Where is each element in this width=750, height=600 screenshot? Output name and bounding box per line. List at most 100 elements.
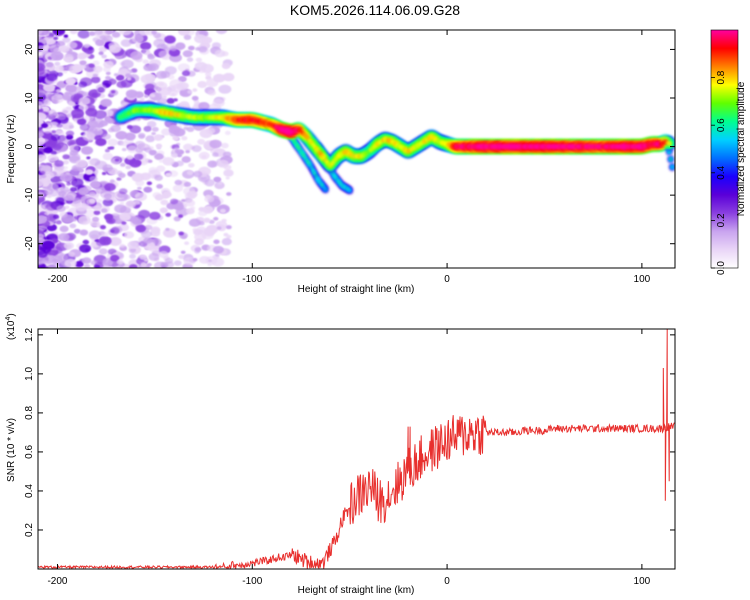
heatmap-noise-cell: [44, 188, 54, 195]
heatmap-noise-cell: [58, 253, 69, 261]
heatmap-noise-cell: [140, 172, 152, 181]
heatmap-noise-cell: [181, 156, 191, 163]
heatmap-noise-cell: [174, 179, 183, 186]
heatmap-noise-cell: [119, 206, 131, 215]
heatmap-noise-cell: [94, 160, 108, 170]
heatmap-noise-cell: [190, 206, 196, 210]
heatmap-ridge-cell: [305, 159, 308, 162]
heatmap-ridge-cell: [293, 140, 296, 143]
heatmap-noise-cell: [160, 44, 168, 49]
heatmap-noise-cell: [173, 202, 184, 211]
heatmap-noise-cell: [111, 90, 116, 94]
heatmap-noise-cell: [81, 257, 92, 264]
heatmap-noise-cell: [213, 176, 222, 183]
heatmap-ridge-cell: [322, 186, 326, 189]
heatmap-noise-cell: [150, 229, 161, 237]
heatmap-noise-cell: [65, 84, 77, 93]
heatmap-ridge-cell: [304, 156, 307, 159]
heatmap-noise-cell: [174, 149, 180, 154]
heatmap-noise-cell: [78, 104, 89, 112]
heatmap-noise-cell: [159, 82, 164, 86]
heatmap-noise-cell: [64, 258, 77, 268]
heatmap-noise-cell: [51, 130, 56, 134]
heatmap-noise-cell: [207, 263, 213, 267]
heatmap-noise-cell: [99, 35, 107, 40]
heatmap-noise-cell: [127, 241, 139, 249]
heatmap-noise-cell: [56, 72, 63, 77]
heatmap-noise-cell: [93, 205, 102, 212]
heatmap-noise-cell: [145, 135, 156, 143]
heatmap-noise-cell: [102, 258, 114, 266]
heatmap-noise-cell: [140, 42, 152, 50]
heatmap-noise-cell: [119, 212, 131, 221]
heatmap-noise-cell: [205, 75, 212, 80]
heatmap-noise-cell: [103, 30, 114, 35]
heatmap-noise-cell: [125, 73, 132, 78]
heatmap-noise-cell: [38, 106, 42, 110]
heatmap-noise-cell: [176, 103, 183, 109]
heatmap-noise-cell: [137, 186, 142, 190]
heatmap-ridge-cell: [316, 177, 319, 181]
heatmap-noise-cell: [212, 98, 225, 108]
heatmap-noise-cell: [156, 165, 166, 172]
heatmap-noise-cell: [109, 237, 122, 246]
heatmap-ridge-cell: [296, 145, 299, 148]
snr-scale-exponent: 4: [5, 317, 12, 321]
heatmap-noise-cell: [215, 30, 228, 35]
heatmap-noise-cell: [62, 70, 68, 74]
heatmap-noise-cell: [144, 94, 149, 98]
heatmap-noise-cell: [93, 65, 103, 73]
heatmap-noise-cell: [45, 236, 51, 240]
heatmap-noise-cell: [207, 89, 216, 96]
heatmap-noise-cell: [52, 258, 58, 262]
heatmap-noise-cell: [74, 86, 82, 92]
heatmap-noise-cell: [109, 46, 116, 51]
heatmap-noise-cell: [89, 127, 94, 132]
heatmap-noise-cell: [144, 224, 153, 231]
heatmap-noise-cell: [225, 225, 232, 230]
heatmap-noise-cell: [221, 218, 227, 223]
snr-x-axis-label: Height of straight line (km): [298, 585, 415, 596]
heatmap-noise-cell: [194, 247, 202, 253]
heatmap-noise-cell: [85, 169, 94, 175]
heatmap-noise-cell: [95, 84, 107, 92]
heatmap-noise-cell: [102, 133, 112, 140]
y-tick-label: 1.2: [24, 328, 35, 342]
heatmap-noise-cell: [59, 172, 73, 182]
heatmap-noise-cell: [194, 61, 207, 71]
heatmap-noise-cell: [213, 216, 219, 221]
heatmap-ridge-cell: [301, 152, 304, 155]
heatmap-noise-cell: [178, 214, 184, 218]
heatmap-noise-cell: [38, 256, 45, 266]
heatmap-noise-cell: [92, 73, 98, 78]
heatmap-noise-cell: [226, 234, 232, 239]
heatmap-noise-cell: [222, 72, 235, 82]
heatmap-noise-cell: [134, 153, 144, 160]
heatmap-noise-cell: [126, 77, 132, 81]
heatmap-noise-cell: [188, 163, 195, 168]
heatmap-noise-cell: [86, 156, 91, 160]
heatmap-noise-cell: [41, 123, 49, 129]
heatmap-noise-cell: [75, 159, 88, 169]
heatmap-noise-cell: [66, 113, 73, 118]
heatmap-noise-cell: [187, 190, 198, 199]
heatmap-noise-cell: [214, 49, 226, 58]
heatmap-noise-cell: [183, 257, 196, 266]
heatmap-noise-cell: [62, 154, 70, 160]
heatmap-noise-cell: [153, 32, 162, 39]
heatmap-noise-cell: [194, 232, 207, 242]
heatmap-noise-cell: [144, 83, 155, 91]
heatmap-noise-cell: [41, 131, 53, 140]
heatmap-noise-cell: [120, 102, 128, 108]
heatmap-ridge-cell: [669, 158, 672, 161]
heatmap-noise-cell: [72, 104, 80, 110]
heatmap-ridge-cell: [671, 165, 674, 169]
heatmap-noise-cell: [38, 233, 45, 240]
heatmap-noise-cell: [102, 152, 114, 161]
heatmap-noise-cell: [74, 260, 84, 268]
heatmap-noise-cell: [98, 51, 104, 56]
y-tick-label: 0: [24, 143, 35, 149]
heatmap-noise-cell: [104, 183, 116, 192]
heatmap-noise-cell: [126, 155, 134, 160]
heatmap-noise-cell: [148, 245, 158, 252]
